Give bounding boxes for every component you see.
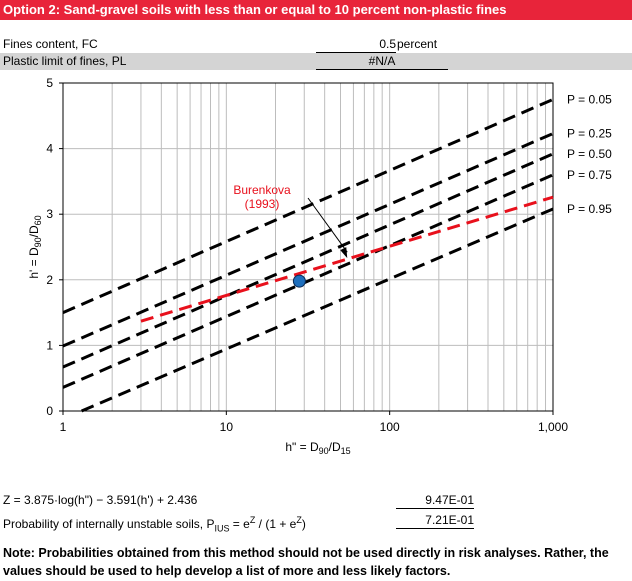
x-tick-label: 100 (380, 420, 400, 434)
risk-note: Note: Probabilities obtained from this m… (3, 546, 609, 578)
annotation-arrowhead (340, 247, 348, 259)
y-tick-label: 2 (46, 273, 53, 287)
x-tick-label: 10 (220, 420, 234, 434)
annotation-arrow (307, 197, 348, 253)
prob-sup2: Z (296, 515, 302, 525)
x-tick-label: 1,000 (538, 420, 568, 434)
fines-underline (316, 52, 396, 53)
series-label-4: P = 0.95 (567, 202, 612, 216)
prob-text-b: = e (229, 517, 250, 531)
probability-equation: Probability of internally unstable soils… (3, 512, 306, 533)
plot-area (62, 82, 554, 412)
series-line-0 (62, 98, 554, 314)
y-axis-label: h' = D90/D60 (27, 215, 43, 278)
series-label-3: P = 0.75 (567, 168, 612, 182)
series-label-1: P = 0.25 (567, 127, 612, 141)
series-line-1 (62, 132, 554, 348)
prob-text-d: ) (301, 517, 306, 531)
prob-text-a: Probability of internally unstable soils… (3, 517, 215, 531)
chart-grid (63, 83, 553, 411)
x-tick-label: 1 (60, 420, 67, 434)
series-line-4 (81, 207, 554, 413)
y-tick-label: 4 (46, 142, 53, 156)
y-tick-label: 1 (46, 338, 53, 352)
plastic-limit-row: Plastic limit of fines, PL #N/A (0, 53, 632, 70)
plastic-limit-value[interactable]: #N/A (368, 54, 396, 68)
y-tick-label: 3 (46, 207, 53, 221)
plastic-limit-label: Plastic limit of fines, PL (3, 54, 127, 68)
z-value: 9.47E-01 (396, 492, 474, 509)
fines-content-unit: percent (397, 37, 438, 51)
annotation-text: Burenkova (233, 183, 291, 197)
fines-content-label: Fines content, FC (3, 37, 98, 51)
fines-content-value[interactable]: 0.5 (379, 37, 396, 51)
option-header: Option 2: Sand-gravel soils with less th… (0, 0, 632, 20)
probability-value: 7.21E-01 (396, 512, 474, 529)
data-point (292, 274, 306, 288)
fines-content-row: Fines content, FC 0.5 percent (0, 36, 632, 53)
y-tick-label: 5 (46, 76, 53, 90)
annotation-text: (1993) (245, 197, 280, 211)
series-label-0: P = 0.05 (567, 92, 612, 106)
y-tick-label: 0 (46, 404, 53, 418)
chart-series (62, 98, 554, 413)
series-line-3 (62, 173, 554, 389)
prob-sub: IUS (214, 523, 230, 534)
z-equation: Z = 3.875·log(h") − 3.591(h') + 2.436 (3, 493, 198, 507)
pl-underline (316, 69, 448, 70)
series-label-2: P = 0.50 (567, 147, 612, 161)
prob-text-c: / (1 + e (255, 517, 297, 531)
series-line-2 (62, 152, 554, 369)
x-axis-label: h" = D90/D15 (285, 440, 350, 456)
prob-sup1: Z (249, 515, 256, 525)
series-line-5 (140, 195, 554, 323)
